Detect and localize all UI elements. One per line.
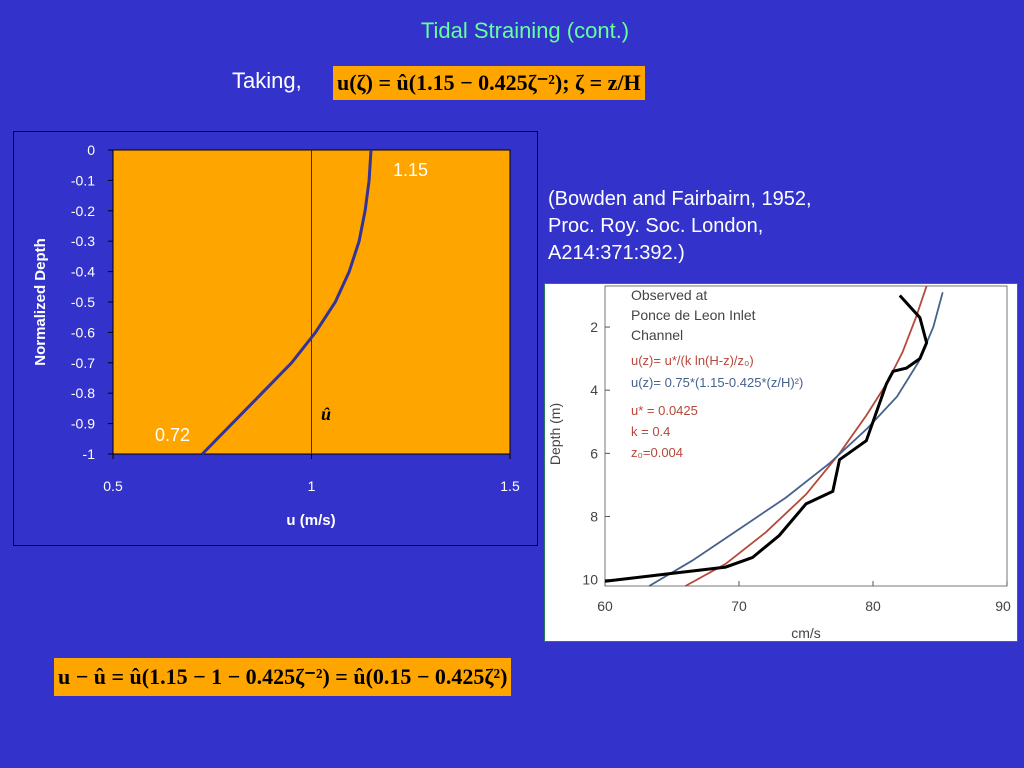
y-tick-label: -0.4 bbox=[71, 264, 95, 280]
observed-profile-line bbox=[604, 294, 929, 583]
y-tick-label: -0.9 bbox=[71, 416, 95, 432]
y-tick-label: -0.2 bbox=[71, 203, 95, 219]
y-tick-label: -1 bbox=[83, 446, 96, 462]
legend-line: z₀=0.004 bbox=[631, 445, 683, 460]
y-tick-label: 8 bbox=[590, 509, 598, 525]
velocity-profile-line bbox=[201, 149, 373, 456]
slide-title: Tidal Straining (cont.) bbox=[420, 18, 630, 43]
x-tick-label: 0.5 bbox=[103, 478, 123, 494]
y-tick-label: -0.1 bbox=[71, 172, 95, 188]
citation: (Bowden and Fairbairn, 1952, Proc. Roy. … bbox=[548, 186, 812, 267]
plot-box bbox=[604, 285, 1008, 587]
y-tick-label: 6 bbox=[590, 445, 598, 461]
y-axis-label: Normalized Depth bbox=[32, 238, 49, 366]
u-hat-label: û bbox=[321, 404, 331, 424]
taking-label: Taking, bbox=[232, 68, 302, 93]
y-tick-label: 4 bbox=[590, 382, 598, 398]
x-tick-label: 1.5 bbox=[500, 478, 520, 494]
y-tick-labels: 0 -0.1 -0.2 -0.3 -0.4 -0.5 -0.6 -0.7 -0.8 -0.9 -1 bbox=[71, 142, 113, 462]
y-tick-label: 2 bbox=[590, 319, 598, 335]
x-tick-label: 1 bbox=[308, 478, 316, 494]
log-law-fit-line bbox=[684, 285, 928, 587]
legend-line: u(z)= 0.75*(1.15-0.425*(z/H)²) bbox=[631, 375, 803, 390]
x-tick-label: 60 bbox=[597, 598, 613, 614]
legend-line: Channel bbox=[631, 327, 683, 343]
x-tick-labels: 0.5 1 1.5 bbox=[103, 454, 520, 494]
u-hat-label-box bbox=[315, 401, 341, 427]
annotation-bottom-value: 0.72 bbox=[155, 425, 190, 445]
legend-line: Ponce de Leon Inlet bbox=[631, 307, 756, 323]
y-tick-label: 10 bbox=[582, 572, 598, 588]
observed-profile-chart: 2 4 6 8 10 60 70 80 90 Observed at Ponce de Leo… bbox=[544, 283, 1018, 642]
legend: Observed at Ponce de Leon Inlet Channel … bbox=[631, 287, 803, 460]
y-tick-label: -0.7 bbox=[71, 355, 95, 371]
x-tick-label: 90 bbox=[995, 598, 1011, 614]
citation-line: A214:371:392.) bbox=[548, 242, 685, 264]
citation-line: (Bowden and Fairbairn, 1952, bbox=[548, 188, 812, 210]
x-tick-label: 70 bbox=[731, 598, 747, 614]
citation-line: Proc. Roy. Soc. London, bbox=[548, 215, 764, 237]
equation-profile: u(ζ) = û(1.15 − 0.425ζ⁻²); ζ = z/H bbox=[333, 66, 645, 100]
legend-line: Observed at bbox=[631, 287, 707, 303]
x-axis-label: cm/s bbox=[791, 625, 821, 641]
legend-line: k = 0.4 bbox=[631, 424, 670, 439]
x-tick-labels: 60 70 80 90 bbox=[597, 581, 1011, 614]
x-tick-label: 80 bbox=[865, 598, 881, 614]
y-tick-label: -0.3 bbox=[71, 233, 95, 249]
y-tick-label: 0 bbox=[87, 142, 95, 158]
velocity-profile-chart: 0-0.1-0.2-0.3-0.4-0.5-0.6-0.7-0.8-0.9-1 … bbox=[13, 131, 538, 546]
legend-line: u(z)= u*/(k ln(H-z)/z₀) bbox=[631, 353, 754, 368]
equation-deviation: u − û = û(1.15 − 1 − 0.425ζ⁻²) = û(0.15 … bbox=[54, 658, 512, 696]
legend-line: u* = 0.0425 bbox=[631, 403, 698, 418]
y-tick-label: -0.6 bbox=[71, 324, 95, 340]
x-axis-label: u (m/s) bbox=[286, 512, 335, 529]
y-tick-label: -0.5 bbox=[71, 294, 95, 310]
y-tick-label: -0.8 bbox=[71, 385, 95, 401]
y-axis-label: Depth (m) bbox=[547, 403, 563, 465]
annotation-surface-value: 1.15 bbox=[393, 160, 428, 180]
